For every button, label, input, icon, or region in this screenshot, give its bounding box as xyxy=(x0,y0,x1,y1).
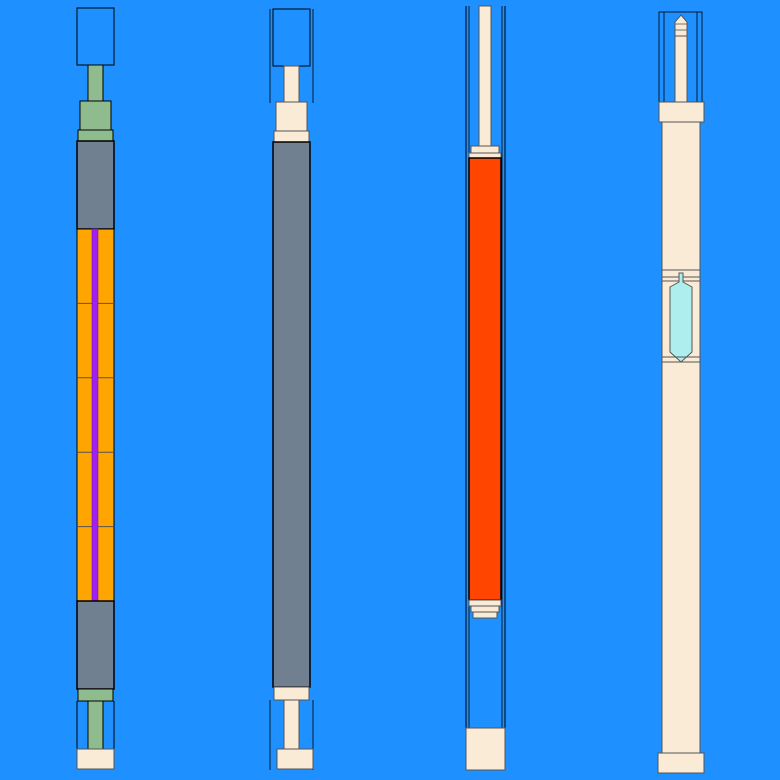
rod-2-lower-plug xyxy=(283,699,300,750)
rod-4-end-cap xyxy=(657,752,705,774)
rod-1-upper-spring xyxy=(87,64,104,102)
rod-1-center-wire xyxy=(91,228,99,602)
rod-1 xyxy=(76,7,115,770)
rod-2-upper-plug-body xyxy=(275,101,308,132)
rod-3-upper-stem xyxy=(478,5,492,147)
rod-3-upper-washer xyxy=(470,145,500,154)
rod-2-upper-plug xyxy=(283,65,300,103)
rod-2 xyxy=(269,8,314,770)
rod-1-end-cap xyxy=(76,748,115,770)
rod-2-end-cap xyxy=(276,748,314,770)
rod-4-tip xyxy=(674,14,688,37)
rod-2-insulator-body xyxy=(272,141,311,688)
rod-3 xyxy=(465,5,506,771)
rod-2-upper-flange xyxy=(273,130,310,143)
rod-4-shoulder-flange xyxy=(658,101,705,123)
rod-1-upper-spring-collar xyxy=(77,129,114,142)
rod-4-upper-stem xyxy=(674,35,688,103)
rod-1-lower-spring xyxy=(87,700,104,750)
rod-1-upper-insulator xyxy=(76,140,115,230)
rod-3-lower-washer-3 xyxy=(472,611,498,619)
rod-1-top-plenum xyxy=(76,7,115,66)
rod-3-lower-washer-2 xyxy=(470,605,500,613)
rod-3-lower-washer xyxy=(468,599,502,607)
rod-1-lower-insulator xyxy=(76,600,115,690)
rod-3-end-cap xyxy=(465,727,506,771)
rod-2-top-plenum xyxy=(272,8,311,67)
rod-2-lower-flange xyxy=(273,686,310,701)
rod-1-lower-spring-collar xyxy=(77,688,114,702)
rod-3-pellet-column xyxy=(468,157,502,601)
rod-4-body xyxy=(661,121,701,754)
rod-4 xyxy=(657,11,705,774)
rod-4-capsule xyxy=(669,272,693,363)
rod-1-upper-spring-body xyxy=(79,100,112,131)
